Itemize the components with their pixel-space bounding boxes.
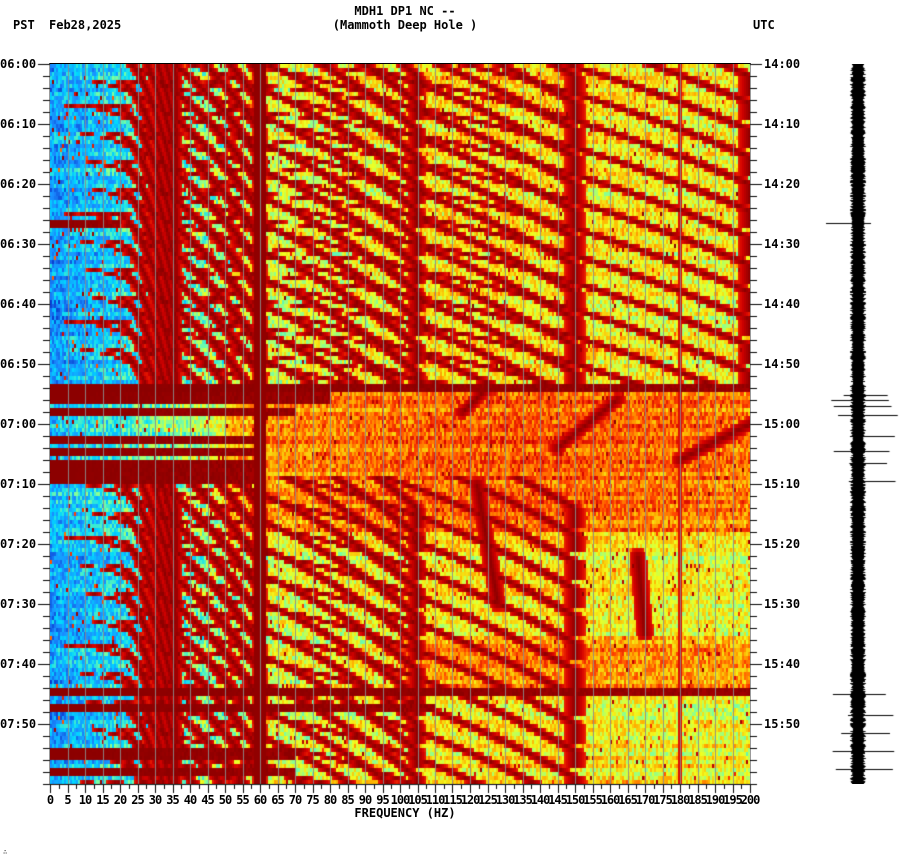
x-tick-label: 65 [271, 793, 284, 807]
x-tick-label: 160 [600, 793, 621, 807]
x-tick-label: 60 [253, 793, 267, 807]
y-tick-label-right: 15:40 [764, 657, 801, 671]
x-tick-label: 90 [358, 793, 372, 807]
x-tick-label: 80 [323, 793, 337, 807]
x-tick-label: 0 [46, 793, 54, 807]
x-tick-label: 40 [183, 793, 197, 807]
y-tick-label-left: 06:10 [0, 117, 37, 131]
y-tick-label-left: 06:30 [0, 237, 37, 251]
y-tick-label-right: 15:50 [764, 717, 801, 731]
x-tick-label: 50 [218, 793, 232, 807]
y-tick-label-right: 15:30 [764, 597, 801, 611]
x-tick-label: 195 [723, 793, 743, 807]
y-tick-label-left: 06:50 [0, 357, 37, 371]
x-tick-label: 150 [565, 793, 586, 807]
y-tick-label-right: 14:10 [764, 117, 801, 131]
y-tick-label-left: 06:20 [0, 177, 37, 191]
footer-mark: ∴ [3, 848, 8, 856]
x-tick-label: 185 [688, 793, 708, 807]
x-tick-label: 165 [618, 793, 638, 807]
x-tick-label: 45 [201, 793, 214, 807]
y-tick-label-right: 14:40 [764, 297, 801, 311]
x-tick-label: 145 [548, 793, 568, 807]
x-tick-label: 110 [425, 793, 446, 807]
x-tick-label: 70 [288, 793, 302, 807]
y-tick-label-right: 15:00 [764, 417, 801, 431]
x-tick-label: 100 [390, 793, 411, 807]
x-tick-label: 105 [408, 793, 428, 807]
y-tick-label-left: 07:00 [0, 417, 37, 431]
y-tick-label-left: 07:20 [0, 537, 37, 551]
x-tick-label: 85 [341, 793, 354, 807]
y-tick-label-right: 14:00 [764, 57, 801, 71]
y-tick-label-left: 07:30 [0, 597, 37, 611]
x-tick-label: 115 [443, 793, 463, 807]
x-tick-label: 30 [148, 793, 162, 807]
y-tick-label-left: 07:40 [0, 657, 37, 671]
x-tick-label: 55 [236, 793, 249, 807]
x-tick-label: 180 [670, 793, 691, 807]
x-tick-label: 95 [376, 793, 389, 807]
x-tick-label: 190 [705, 793, 726, 807]
y-tick-label-right: 15:20 [764, 537, 801, 551]
y-tick-label-left: 07:10 [0, 477, 37, 491]
x-tick-label: 175 [653, 793, 673, 807]
y-tick-label-right: 15:10 [764, 477, 801, 491]
x-tick-label: 25 [131, 793, 144, 807]
x-tick-label: 125 [478, 793, 498, 807]
x-tick-label: 35 [166, 793, 179, 807]
x-tick-label: 10 [78, 793, 92, 807]
x-tick-label: 75 [306, 793, 319, 807]
y-tick-label-left: 06:40 [0, 297, 37, 311]
seismogram-trace [820, 64, 900, 784]
y-tick-label-left: 06:00 [0, 57, 37, 71]
x-tick-label: 20 [113, 793, 127, 807]
x-axis-title: FREQUENCY (HZ) [354, 806, 456, 820]
x-tick-label: 170 [635, 793, 656, 807]
x-tick-label: 200 [740, 793, 761, 807]
y-tick-label-left: 07:50 [0, 717, 37, 731]
x-tick-label: 135 [513, 793, 533, 807]
y-tick-label-right: 14:50 [764, 357, 801, 371]
x-tick-label: 120 [460, 793, 481, 807]
y-tick-label-right: 14:30 [764, 237, 801, 251]
x-tick-label: 5 [64, 793, 71, 807]
x-tick-label: 15 [96, 793, 109, 807]
x-tick-label: 155 [583, 793, 603, 807]
x-tick-label: 140 [530, 793, 551, 807]
x-tick-label: 130 [495, 793, 516, 807]
y-tick-label-right: 14:20 [764, 177, 801, 191]
